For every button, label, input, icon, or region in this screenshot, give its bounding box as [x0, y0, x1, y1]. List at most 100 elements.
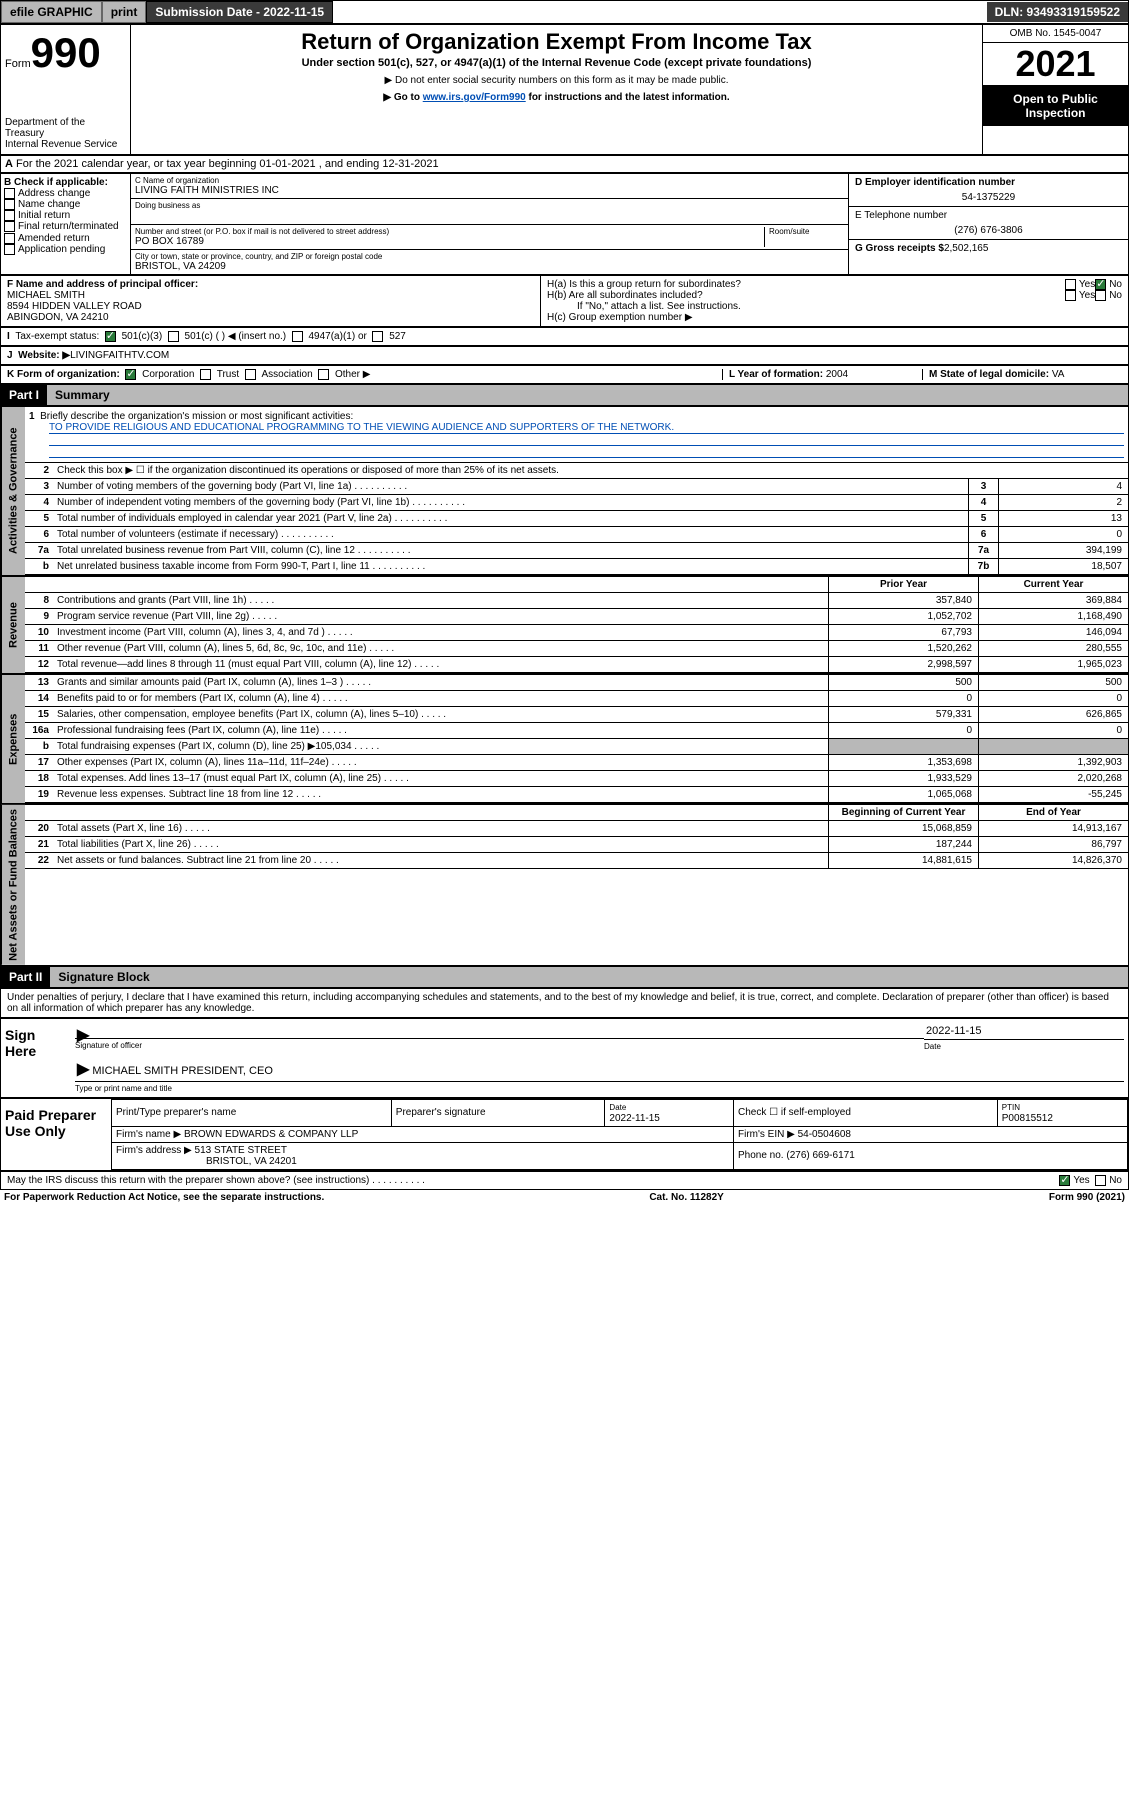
- mission-text: TO PROVIDE RELIGIOUS AND EDUCATIONAL PRO…: [49, 422, 1124, 434]
- check-self-employed: Check ☐ if self-employed: [733, 1099, 997, 1126]
- col-current: Current Year: [978, 577, 1128, 592]
- k-label: K Form of organization:: [7, 369, 120, 380]
- no-label: No: [1109, 279, 1122, 290]
- header-note1: ▶ Do not enter social security numbers o…: [135, 75, 978, 86]
- b-opt-4: Amended return: [18, 233, 90, 244]
- summary-line: 14Benefits paid to or for members (Part …: [25, 691, 1128, 707]
- firm-ein-label: Firm's EIN ▶: [738, 1129, 795, 1140]
- f-label: F Name and address of principal officer:: [7, 279, 534, 290]
- part-i-header: Part I Summary: [0, 384, 1129, 406]
- form-title: Return of Organization Exempt From Incom…: [135, 29, 978, 55]
- prep-sig-label: Preparer's signature: [391, 1099, 605, 1126]
- phone-value: (276) 676-3806: [855, 225, 1122, 236]
- firm-phone: (276) 669-6171: [786, 1150, 854, 1161]
- header-note2-pre: ▶ Go to: [383, 92, 422, 103]
- i-4947[interactable]: [292, 331, 303, 342]
- hb-label: H(b) Are all subordinates included?: [547, 290, 1065, 301]
- j-label: Website: ▶: [18, 350, 70, 361]
- arrow-icon2: ▶: [77, 1061, 89, 1078]
- col-de: D Employer identification number 54-1375…: [848, 174, 1128, 274]
- sig-officer-label: Signature of officer: [75, 1041, 924, 1050]
- room-label: Room/suite: [764, 227, 844, 247]
- i-label: Tax-exempt status:: [15, 331, 99, 342]
- b-opt-1: Name change: [18, 199, 80, 210]
- irs-link[interactable]: www.irs.gov/Form990: [423, 92, 526, 103]
- firm-ein: 54-0504608: [798, 1129, 851, 1140]
- hb-yes[interactable]: [1065, 290, 1076, 301]
- row-a-text: For the 2021 calendar year, or tax year …: [16, 158, 439, 170]
- vtab-governance: Activities & Governance: [1, 407, 25, 575]
- discuss-no-label: No: [1109, 1175, 1122, 1186]
- summary-line: 8Contributions and grants (Part VIII, li…: [25, 593, 1128, 609]
- col-begin: Beginning of Current Year: [828, 805, 978, 820]
- no-label2: No: [1109, 290, 1122, 301]
- summary-line: 15Salaries, other compensation, employee…: [25, 707, 1128, 723]
- part-i-label: Part I: [1, 385, 47, 405]
- discuss-yes-label: Yes: [1073, 1175, 1089, 1186]
- firm-phone-label: Phone no.: [738, 1150, 784, 1161]
- discuss-row: May the IRS discuss this return with the…: [0, 1171, 1129, 1190]
- prep-date: 2022-11-15: [609, 1113, 659, 1124]
- summary-line: 13Grants and similar amounts paid (Part …: [25, 675, 1128, 691]
- officer-addr1: 8594 HIDDEN VALLEY ROAD: [7, 301, 534, 312]
- i-501c[interactable]: [168, 331, 179, 342]
- hb-no[interactable]: [1095, 290, 1106, 301]
- efile-label: efile GRAPHIC: [1, 1, 102, 23]
- sign-here-section: Sign Here ▶ Signature of officer 2022-11…: [0, 1018, 1129, 1098]
- checkbox-final-return[interactable]: [4, 221, 15, 232]
- section-fh: F Name and address of principal officer:…: [0, 275, 1129, 327]
- officer-name-title: MICHAEL SMITH PRESIDENT, CEO: [92, 1065, 273, 1077]
- section-bcdeg: B Check if applicable: Address change Na…: [0, 173, 1129, 275]
- part-ii-label: Part II: [1, 967, 50, 987]
- col-f: F Name and address of principal officer:…: [1, 276, 541, 326]
- checkbox-amended[interactable]: [4, 233, 15, 244]
- omb-number: OMB No. 1545-0047: [983, 25, 1128, 43]
- preparer-table: Print/Type preparer's name Preparer's si…: [111, 1099, 1128, 1170]
- summary-line: 19Revenue less expenses. Subtract line 1…: [25, 787, 1128, 803]
- submission-date: Submission Date - 2022-11-15: [146, 1, 333, 23]
- discuss-yes[interactable]: [1059, 1175, 1070, 1186]
- l2-text: Check this box ▶ ☐ if the organization d…: [53, 463, 1128, 478]
- header-note2-post: for instructions and the latest informat…: [526, 92, 730, 103]
- i-opt3: 527: [389, 331, 406, 342]
- summary-line: bNet unrelated business taxable income f…: [25, 559, 1128, 575]
- k-trust[interactable]: [200, 369, 211, 380]
- governance-section: Activities & Governance 1 Briefly descri…: [0, 406, 1129, 576]
- tax-year: 2021: [983, 43, 1128, 86]
- form-subtitle: Under section 501(c), 527, or 4947(a)(1)…: [135, 57, 978, 69]
- i-527[interactable]: [372, 331, 383, 342]
- row-i: I Tax-exempt status: 501(c)(3) 501(c) ( …: [0, 327, 1129, 346]
- d-label: D Employer identification number: [855, 177, 1122, 188]
- org-address: PO BOX 16789: [135, 236, 764, 247]
- firm-addr2: BRISTOL, VA 24201: [116, 1156, 297, 1167]
- g-label: G Gross receipts $: [855, 243, 944, 254]
- ein-value: 54-1375229: [855, 192, 1122, 203]
- k-other[interactable]: [318, 369, 329, 380]
- yes-label2: Yes: [1079, 290, 1095, 301]
- ha-yes[interactable]: [1065, 279, 1076, 290]
- checkbox-name-change[interactable]: [4, 199, 15, 210]
- k-corp[interactable]: [125, 369, 136, 380]
- checkbox-app-pending[interactable]: [4, 244, 15, 255]
- vtab-revenue: Revenue: [1, 577, 25, 673]
- state-domicile: VA: [1052, 369, 1065, 380]
- l-label: L Year of formation:: [729, 369, 823, 380]
- year-formation: 2004: [826, 369, 848, 380]
- e-label: E Telephone number: [855, 210, 1122, 221]
- checkbox-address-change[interactable]: [4, 188, 15, 199]
- c-city-label: City or town, state or province, country…: [135, 252, 844, 261]
- i-501c3[interactable]: [105, 331, 116, 342]
- footer-right: Form 990 (2021): [1049, 1192, 1125, 1203]
- discuss-no[interactable]: [1095, 1175, 1106, 1186]
- website-value: LIVINGFAITHTV.COM: [70, 350, 169, 361]
- m-label: M State of legal domicile:: [929, 369, 1049, 380]
- print-button[interactable]: print: [102, 1, 147, 23]
- b-opt-2: Initial return: [18, 210, 70, 221]
- summary-line: 12Total revenue—add lines 8 through 11 (…: [25, 657, 1128, 673]
- gross-receipts: 2,502,165: [944, 243, 989, 254]
- checkbox-initial-return[interactable]: [4, 210, 15, 221]
- ha-no[interactable]: [1095, 279, 1106, 290]
- firm-name: BROWN EDWARDS & COMPANY LLP: [184, 1129, 358, 1140]
- k-assoc[interactable]: [245, 369, 256, 380]
- summary-line: 21Total liabilities (Part X, line 26)187…: [25, 837, 1128, 853]
